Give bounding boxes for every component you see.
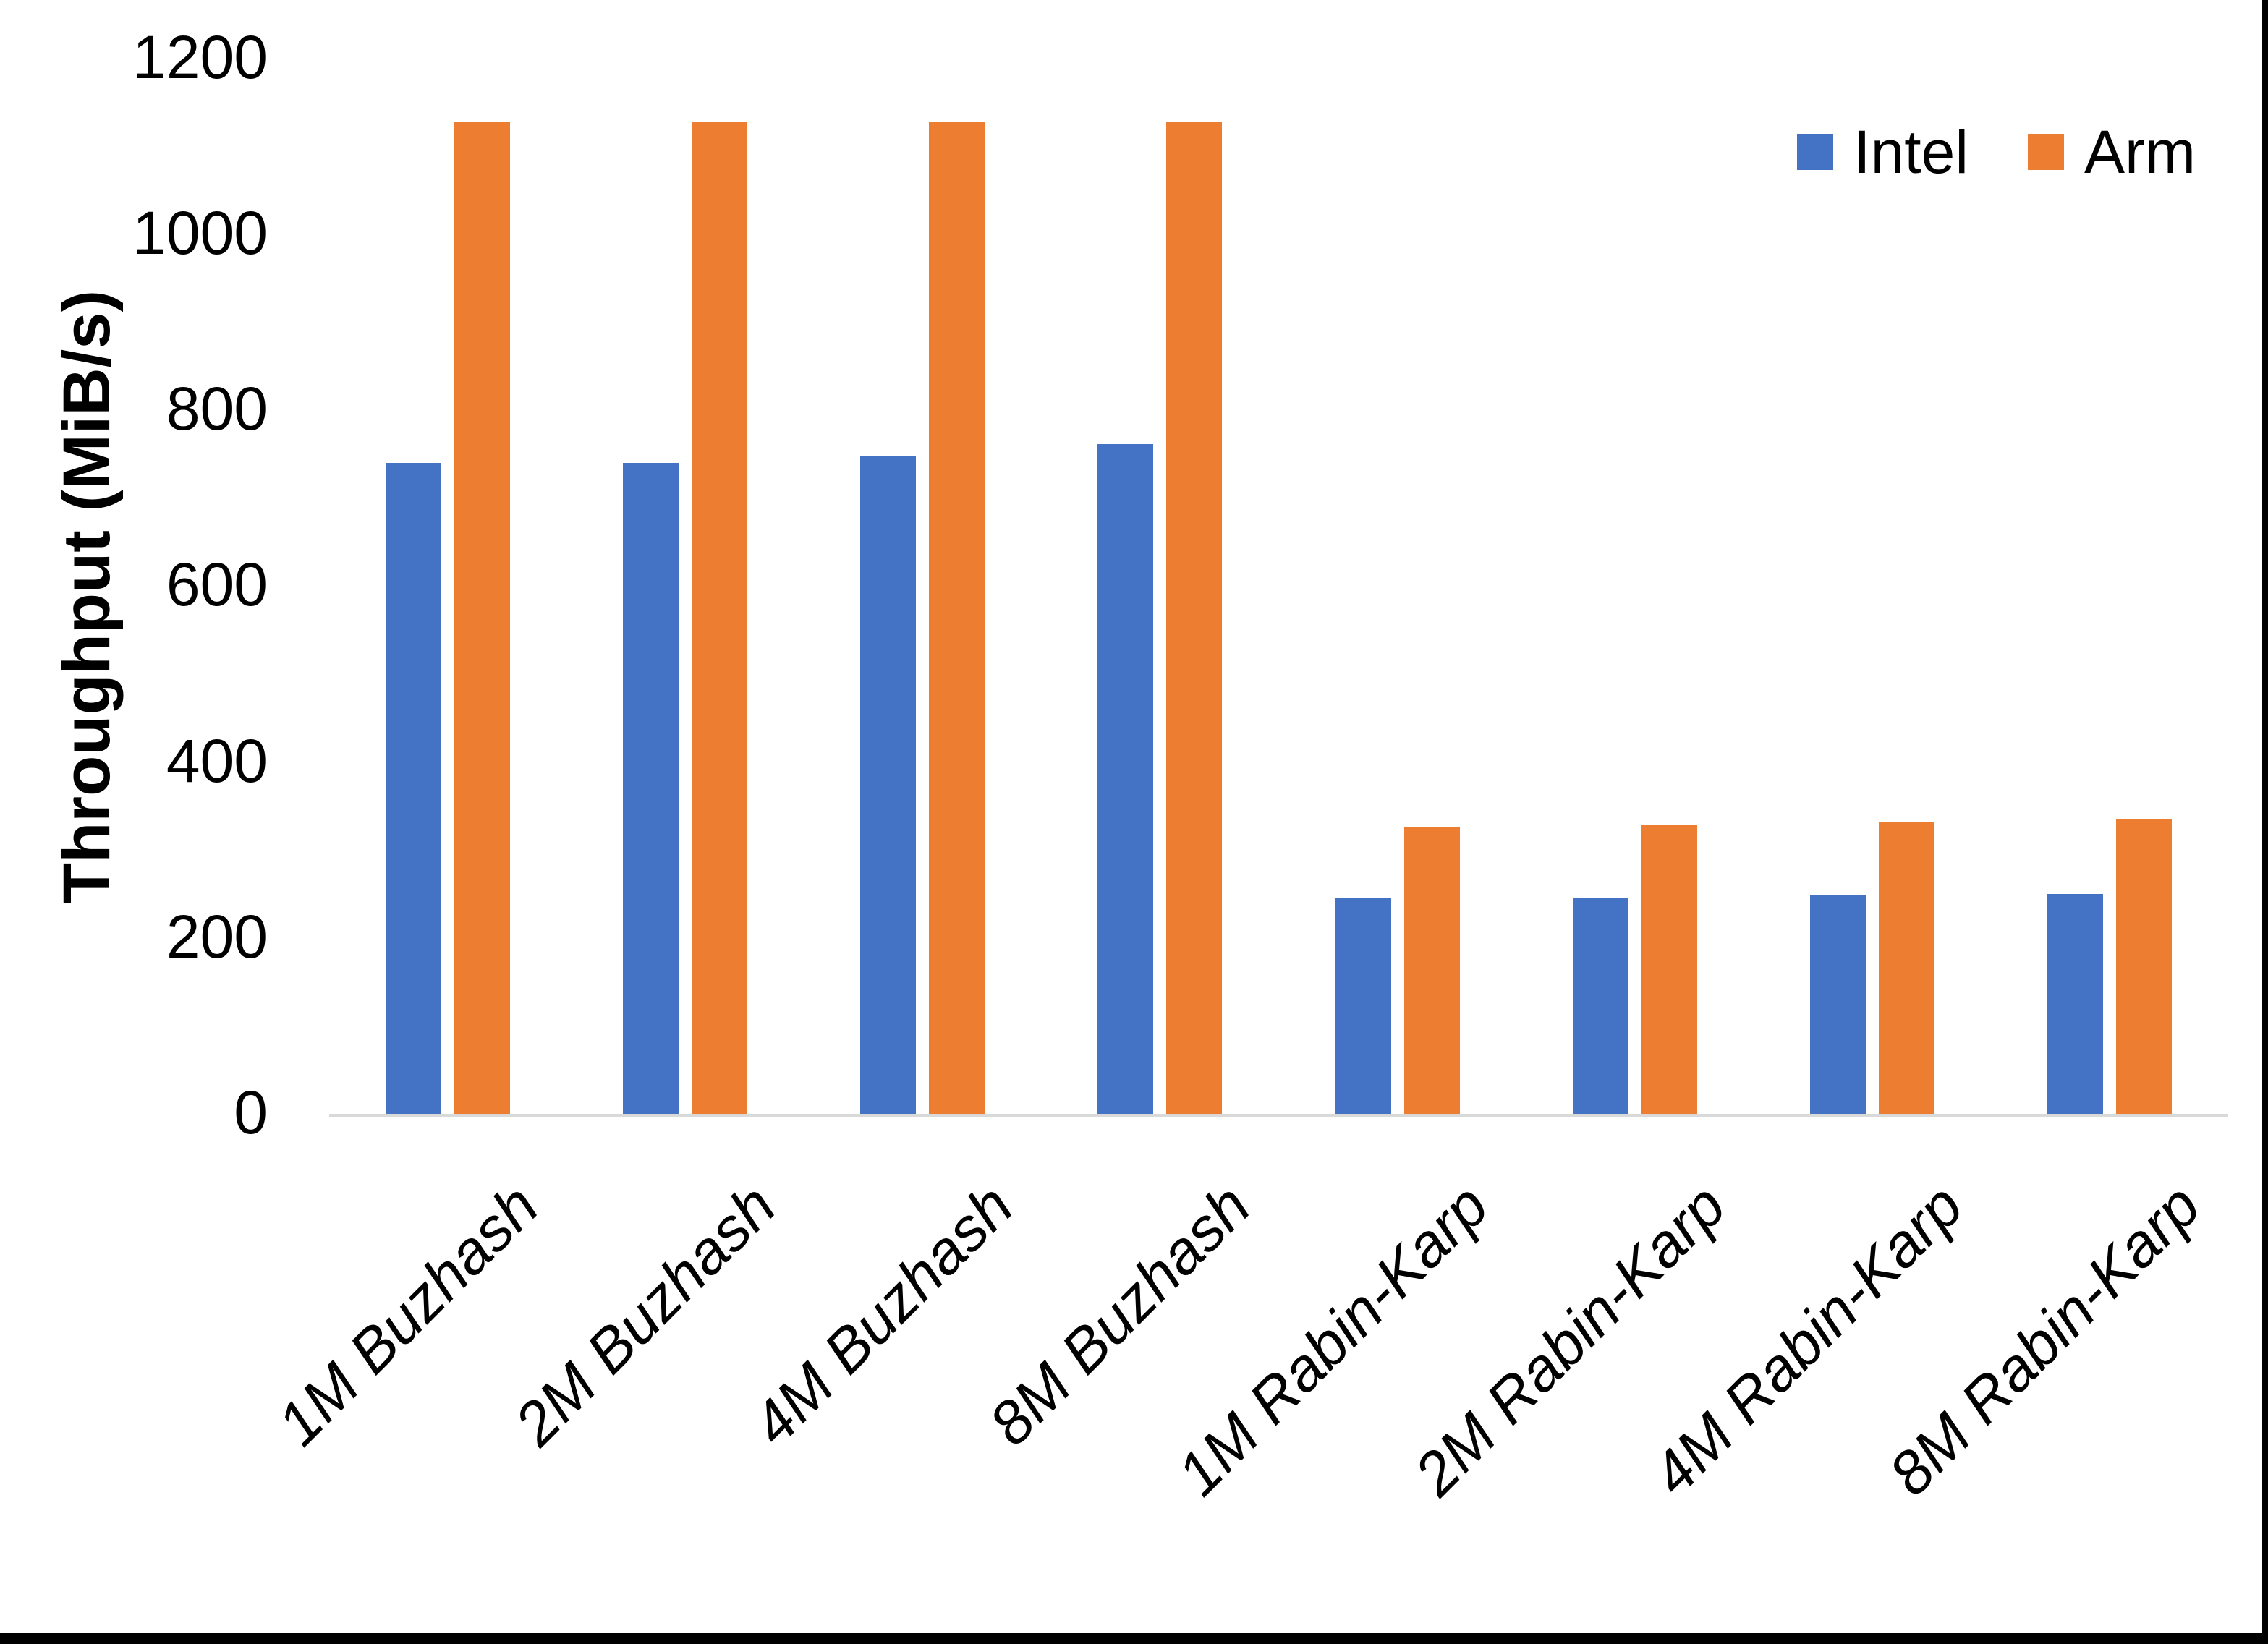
- bar-intel-8m-rabin-karp: [2047, 894, 2103, 1114]
- y-tick-label-800: 800: [166, 375, 268, 443]
- bar-group-1m-buzhash: [329, 58, 566, 1114]
- bar-arm-2m-buzhash: [692, 122, 748, 1114]
- x-tick-label-8m-rabin-karp: 8M Rabin-Karp: [1875, 1171, 2213, 1509]
- y-tick-label-200: 200: [166, 903, 268, 971]
- bar-arm-8m-rabin-karp: [2115, 819, 2172, 1114]
- bar-group-8m-buzhash: [1041, 58, 1278, 1114]
- x-tick-label-1m-buzhash: 1M Buzhash: [264, 1171, 551, 1458]
- window-border-bottom: [0, 1633, 2268, 1644]
- bar-arm-4m-rabin-karp: [1878, 822, 1934, 1114]
- x-tick-label-2m-buzhash: 2M Buzhash: [501, 1171, 789, 1458]
- bar-intel-8m-buzhash: [1097, 444, 1154, 1114]
- bar-arm-1m-buzhash: [454, 122, 511, 1114]
- bar-group-4m-buzhash: [804, 58, 1041, 1114]
- x-tick-label-4m-rabin-karp: 4M Rabin-Karp: [1638, 1171, 1976, 1509]
- x-tick-label-8m-buzhash: 8M Buzhash: [976, 1171, 1263, 1458]
- legend-label-intel: Intel: [1853, 118, 1969, 186]
- bar-arm-8m-buzhash: [1166, 122, 1223, 1114]
- bar-intel-1m-buzhash: [386, 463, 442, 1114]
- legend-swatch-intel: [1797, 134, 1834, 170]
- bar-intel-4m-rabin-karp: [1809, 895, 1866, 1114]
- bar-group-1m-rabin-karp: [1279, 58, 1516, 1114]
- bar-group-4m-rabin-karp: [1754, 58, 1991, 1114]
- bar-arm-1m-rabin-karp: [1403, 827, 1460, 1114]
- legend-swatch-arm: [2028, 134, 2065, 170]
- y-tick-label-1200: 1200: [132, 23, 268, 91]
- bar-intel-1m-rabin-karp: [1335, 898, 1391, 1114]
- window-border-right: [2262, 0, 2268, 1644]
- x-tick-label-2m-rabin-karp: 2M Rabin-Karp: [1401, 1171, 1738, 1509]
- bar-arm-2m-rabin-karp: [1641, 825, 1697, 1114]
- y-tick-label-1000: 1000: [132, 199, 268, 267]
- bar-group-8m-rabin-karp: [1991, 58, 2228, 1114]
- legend-item-intel: Intel: [1797, 122, 1968, 182]
- x-tick-label-1m-rabin-karp: 1M Rabin-Karp: [1163, 1171, 1501, 1509]
- bar-intel-2m-buzhash: [623, 463, 679, 1114]
- bar-intel-2m-rabin-karp: [1572, 898, 1628, 1114]
- bar-group-2m-buzhash: [566, 58, 804, 1114]
- legend: Intel Arm: [1797, 122, 2196, 182]
- bar-group-2m-rabin-karp: [1516, 58, 1754, 1114]
- y-tick-label-400: 400: [166, 727, 268, 795]
- plot-area: [329, 58, 2228, 1117]
- x-tick-label-4m-buzhash: 4M Buzhash: [739, 1171, 1026, 1458]
- y-tick-label-600: 600: [166, 550, 268, 618]
- legend-label-arm: Arm: [2084, 118, 2196, 186]
- bar-arm-4m-buzhash: [929, 122, 985, 1114]
- y-tick-label-0: 0: [234, 1078, 268, 1146]
- bar-intel-4m-buzhash: [860, 456, 917, 1114]
- legend-item-arm: Arm: [2028, 122, 2196, 182]
